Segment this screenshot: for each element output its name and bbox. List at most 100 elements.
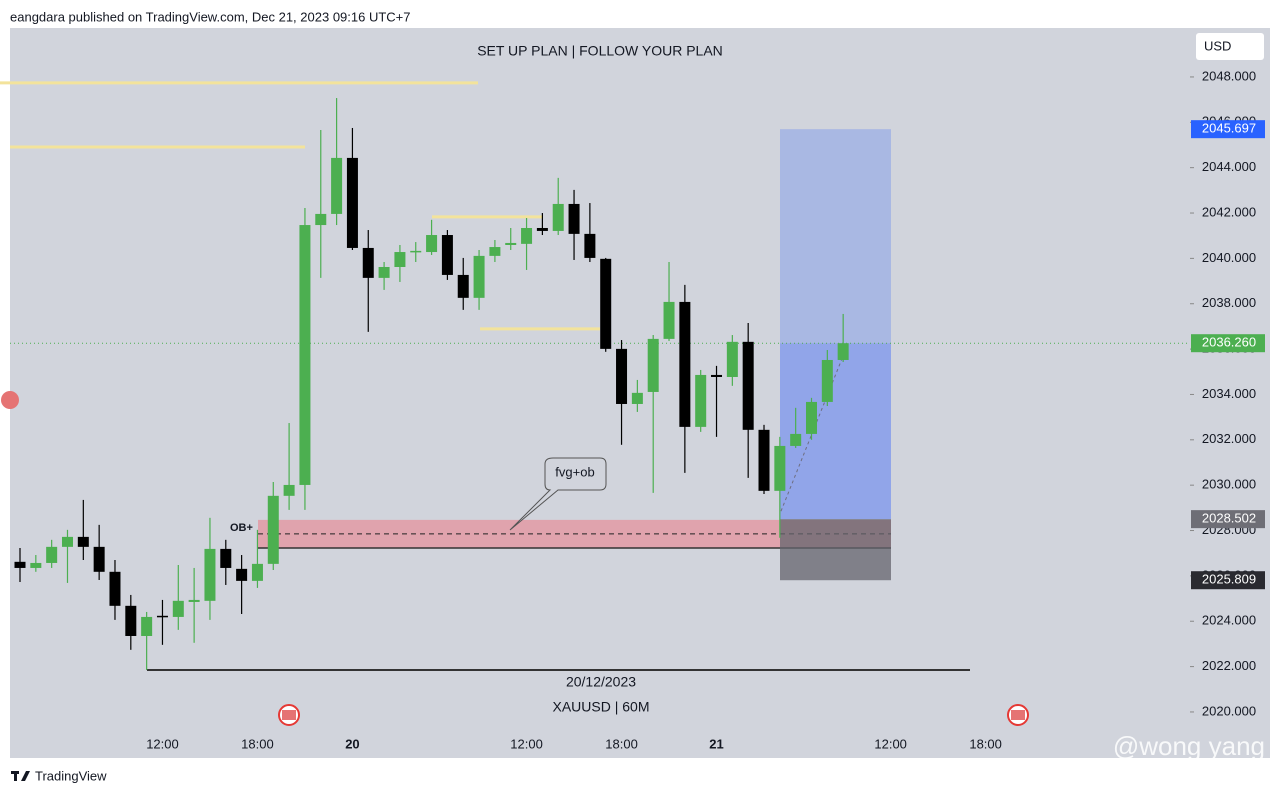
candle-body	[790, 433, 802, 446]
x-tick-label: 18:00	[241, 736, 274, 751]
entry-price-bg	[1191, 510, 1265, 529]
stop-price-bg	[1191, 571, 1265, 590]
event-icon	[278, 704, 300, 726]
candle-body	[758, 429, 770, 491]
ob-label: OB+	[230, 522, 253, 534]
x-tick-label: 12:00	[874, 736, 907, 751]
candle-body	[267, 495, 279, 564]
candle-body	[346, 157, 358, 248]
callout-text: fvg+ob	[555, 464, 594, 479]
footer-brand: TradingView	[35, 768, 107, 783]
candle-body	[536, 227, 548, 231]
candle-body	[711, 374, 723, 377]
y-tick-label: 2032.000	[1202, 431, 1256, 446]
candle-body	[141, 616, 153, 636]
target-price: 2045.697	[1202, 121, 1256, 136]
symbol-label: XAUUSD | 60M	[553, 699, 650, 715]
candle-body	[742, 341, 754, 430]
candle-body	[299, 225, 311, 485]
candle-body	[125, 605, 137, 636]
candle-body	[220, 548, 232, 568]
currency: USD	[1204, 38, 1231, 53]
logo	[11, 771, 30, 781]
y-tick-label: 2038.000	[1202, 295, 1256, 310]
chart-title: SET UP PLAN | FOLLOW YOUR PLAN	[477, 43, 723, 59]
y-tick-label: 2022.000	[1202, 658, 1256, 673]
stop-zone	[780, 519, 891, 581]
candle-body	[568, 203, 580, 234]
candle-body	[93, 546, 105, 572]
candle-body	[315, 213, 327, 226]
candle-body	[600, 258, 612, 349]
candle-body	[394, 252, 406, 267]
candle-body	[457, 274, 469, 298]
event-icon	[1007, 704, 1029, 726]
candle-body	[837, 343, 849, 360]
x-tick-label: 21	[709, 736, 723, 751]
candle-body	[61, 536, 73, 547]
x-tick-label: 12:00	[146, 736, 179, 751]
candle-body	[806, 401, 817, 434]
y-tick-label: 2048.000	[1202, 68, 1256, 83]
candle-body	[695, 374, 707, 427]
candle-body	[283, 484, 295, 496]
y-tick-label: 2042.000	[1202, 204, 1256, 219]
candle-body	[584, 233, 596, 258]
candle-body	[236, 568, 248, 581]
candle-body	[473, 255, 485, 298]
candle-body	[109, 571, 121, 606]
candle-body	[521, 227, 533, 244]
candle-body	[774, 445, 786, 491]
side-marker	[1, 391, 19, 409]
candle-body	[46, 546, 58, 563]
y-tick-label: 2044.000	[1202, 159, 1256, 174]
profit-zone	[780, 343, 891, 520]
candle-body	[251, 563, 263, 581]
candle-body	[362, 247, 374, 278]
x-tick-label: 18:00	[605, 736, 638, 751]
y-tick-label: 2024.000	[1202, 613, 1256, 628]
watermark: @wong yang	[1113, 731, 1265, 761]
stop-price: 2025.809	[1202, 572, 1256, 587]
candle-body	[441, 235, 453, 275]
candle-body	[188, 599, 200, 602]
last-price-bg	[1191, 334, 1265, 353]
y-tick-label: 2034.000	[1202, 386, 1256, 401]
candle-body	[77, 536, 89, 547]
candle-body	[172, 600, 184, 617]
candle-body	[631, 392, 643, 404]
candle-body	[378, 266, 390, 278]
currency-box[interactable]	[1196, 33, 1264, 60]
candle-body	[14, 561, 26, 568]
x-tick-label: 20	[345, 736, 359, 751]
candle-body	[679, 301, 691, 427]
candle-body	[726, 341, 738, 377]
y-tick-label: 2020.000	[1202, 703, 1256, 718]
header-text: eangdara published on TradingView.com, D…	[10, 9, 411, 24]
target-zone	[780, 129, 891, 344]
candle-body	[30, 562, 42, 568]
candle-body	[410, 250, 422, 253]
candle-body	[821, 359, 833, 402]
candle-body	[426, 235, 438, 253]
candle-body	[647, 338, 659, 392]
candle-body	[331, 157, 343, 214]
callout	[509, 457, 607, 531]
y-tick-label: 2040.000	[1202, 250, 1256, 265]
y-tick-label: 2030.000	[1202, 477, 1256, 492]
candle-body	[204, 548, 216, 601]
x-tick-label: 12:00	[510, 736, 543, 751]
candle-body	[663, 301, 675, 339]
candle-body	[552, 203, 564, 231]
entry-price: 2028.502	[1202, 511, 1256, 526]
last-price: 2036.260	[1202, 335, 1256, 350]
candle-body	[489, 247, 501, 256]
candle-body	[156, 615, 168, 618]
x-tick-label: 18:00	[969, 736, 1002, 751]
swing-low-label: 20/12/2023	[566, 674, 636, 690]
target-price-bg	[1191, 120, 1265, 139]
candle-body	[505, 242, 517, 245]
candle-body	[616, 348, 628, 404]
